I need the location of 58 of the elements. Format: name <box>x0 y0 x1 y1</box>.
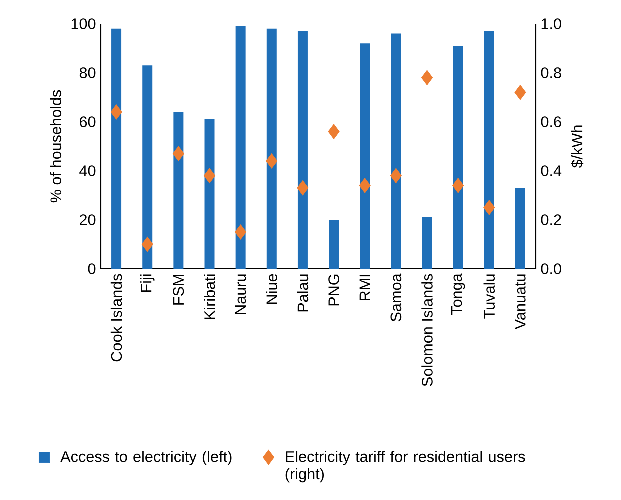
y2-tick-label: 0.8 <box>541 68 562 78</box>
y-tick-label: 80 <box>80 68 96 78</box>
x-tick-label: Solomon Islands <box>422 274 433 386</box>
bar <box>329 220 340 269</box>
y2-tick-label: 1.0 <box>542 18 562 30</box>
x-tick-label: Niue <box>266 274 278 304</box>
point <box>390 168 402 184</box>
bar <box>422 218 432 269</box>
x-tick-label: Nauru <box>235 274 246 314</box>
point <box>514 84 526 100</box>
x-tick-label: FSM <box>173 274 184 305</box>
x-tick-label: Tonga <box>451 274 466 316</box>
x-tick-label: Fiji <box>140 274 155 292</box>
y-tick-label: 0 <box>88 264 96 274</box>
x-tick-label: Vanuatu <box>515 274 526 330</box>
x-tick-label: Tuvalu <box>484 274 496 319</box>
legend-label: Access to electricity (left) <box>60 451 232 466</box>
bar <box>360 44 370 269</box>
point <box>204 168 216 184</box>
bar <box>515 188 526 269</box>
bar <box>112 28 122 269</box>
bar <box>298 31 308 269</box>
point <box>297 180 309 196</box>
legend-label: Electricity tariff for residential users (right) <box>286 451 526 483</box>
bar <box>391 34 402 269</box>
y-axis-title: % of households <box>50 90 62 203</box>
bar <box>142 66 153 269</box>
y2-tick-label: 0.2 <box>541 214 562 226</box>
point <box>484 200 496 216</box>
point <box>142 236 154 252</box>
x-tick-label: PNG <box>328 274 340 306</box>
y2-tick-label: 0.4 <box>541 166 562 176</box>
point <box>452 178 464 194</box>
bar <box>266 28 277 269</box>
x-tick-label: Kiribati <box>204 274 216 320</box>
point <box>421 70 434 86</box>
bar <box>236 26 246 269</box>
y-tick-label: 100 <box>72 18 96 30</box>
y2-tick-label: 0.6 <box>541 116 562 128</box>
x-tick-label: RMI <box>360 275 370 301</box>
y-tick-label: 60 <box>80 116 96 128</box>
bar <box>204 120 215 269</box>
bar <box>453 46 464 269</box>
y2-axis-title: $/kWh <box>571 126 584 168</box>
point <box>235 224 247 240</box>
point <box>266 154 278 169</box>
y2-tick-label: 0.0 <box>541 264 562 274</box>
x-tick-label: Palau <box>297 274 309 312</box>
bar <box>484 31 494 269</box>
bar <box>174 112 184 269</box>
y-tick-label: 20 <box>80 214 96 226</box>
x-tick-label: Cook Islands <box>110 274 122 362</box>
point <box>328 124 340 140</box>
point <box>359 178 371 194</box>
point <box>110 104 122 120</box>
y-tick-label: 40 <box>80 166 96 176</box>
x-tick-label: Samoa <box>390 274 402 322</box>
point <box>172 146 184 162</box>
